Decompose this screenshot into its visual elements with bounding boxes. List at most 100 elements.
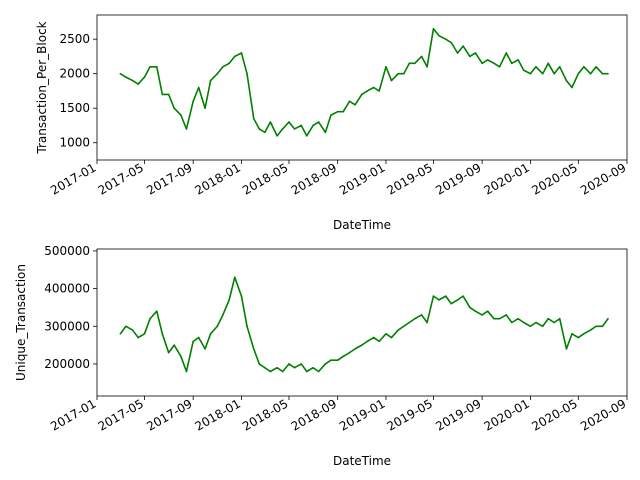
data-point (209, 79, 212, 82)
data-point (192, 340, 194, 343)
data-point (269, 370, 272, 373)
data-point (185, 370, 188, 373)
data-point (474, 52, 477, 54)
data-point (204, 107, 206, 110)
x-tick-label: 2019-01 (337, 396, 387, 433)
data-point (432, 28, 435, 30)
data-point (276, 135, 278, 137)
data-point (336, 110, 339, 113)
data-point (414, 317, 416, 320)
data-point (305, 135, 308, 137)
data-point (420, 55, 423, 58)
data-point (180, 114, 182, 116)
data-point (589, 72, 592, 75)
data-point (348, 100, 351, 103)
data-point (137, 83, 139, 85)
data-point (354, 348, 356, 350)
data-point (149, 65, 151, 68)
y-tick-label: 1000 (59, 136, 90, 150)
data-point (312, 366, 314, 369)
data-point (444, 295, 447, 297)
y-tick-label: 300000 (44, 319, 90, 333)
data-point (336, 359, 339, 361)
x-axis-label: DateTime (333, 454, 391, 468)
data-point (366, 340, 369, 343)
data-point (589, 329, 592, 331)
data-point (390, 336, 393, 339)
data-point (469, 306, 471, 309)
data-point (173, 107, 175, 110)
data-point (486, 310, 489, 312)
data-point (300, 124, 303, 127)
data-point (493, 317, 495, 320)
data-point (583, 333, 585, 335)
chart-panel-unique-transaction: 2000003000004000005000002017-012017-0520… (14, 244, 629, 468)
x-tick-label: 2020-05 (529, 160, 579, 197)
data-point (558, 317, 561, 320)
data-point (481, 314, 483, 316)
data-point (258, 128, 261, 130)
y-tick-label: 2000 (59, 67, 90, 81)
data-point (529, 72, 532, 75)
data-point (571, 333, 573, 335)
data-point (505, 314, 508, 316)
data-point (143, 333, 146, 335)
data-point (125, 325, 127, 328)
x-tick-label: 2017-09 (144, 160, 194, 197)
x-tick-label: 2018-01 (193, 396, 243, 433)
data-point (372, 86, 375, 89)
data-point (595, 65, 597, 68)
data-point (324, 363, 327, 365)
axes-frame (96, 14, 628, 161)
data-point (361, 93, 363, 96)
data-point (131, 79, 134, 82)
y-axis-label: Unique_Transaction (14, 264, 28, 381)
data-point (300, 363, 303, 365)
x-tick-label: 2018-09 (289, 396, 339, 433)
data-point (293, 128, 296, 130)
data-point (553, 321, 555, 324)
data-point (137, 336, 139, 339)
data-point (408, 321, 411, 324)
data-point (258, 363, 261, 365)
data-point (498, 65, 501, 68)
x-tick-label: 2020-09 (578, 160, 628, 197)
y-tick-label: 2500 (59, 32, 90, 46)
x-tick-label: 2018-01 (193, 160, 243, 197)
x-tick-label: 2018-05 (240, 160, 290, 197)
y-tick-label: 500000 (44, 244, 90, 258)
data-point (222, 65, 224, 68)
x-tick-label: 2020-01 (481, 396, 531, 433)
data-point (354, 103, 356, 106)
data-point (385, 65, 387, 68)
data-point (420, 314, 423, 316)
data-point (426, 321, 428, 324)
data-point (216, 325, 219, 328)
data-point (228, 62, 230, 65)
data-point (173, 344, 175, 346)
x-tick-label: 2017-05 (96, 396, 146, 433)
x-tick-label: 2020-01 (481, 160, 531, 197)
axes-frame (96, 248, 628, 397)
data-point (558, 65, 561, 68)
data-point (228, 299, 230, 301)
data-point (330, 114, 332, 116)
data-point (317, 370, 320, 373)
data-point (390, 79, 393, 82)
data-point (462, 45, 464, 47)
data-point (185, 128, 188, 130)
data-point (324, 131, 327, 134)
data-point (233, 276, 236, 279)
data-point (378, 340, 381, 343)
x-axis-label: DateTime (333, 218, 391, 232)
data-point (180, 355, 182, 358)
data-point (246, 72, 248, 75)
data-point (240, 52, 243, 54)
data-point (342, 355, 345, 358)
data-point (450, 302, 453, 305)
series-line (119, 28, 608, 137)
data-point (601, 72, 604, 75)
x-tick-label: 2017-05 (96, 160, 146, 197)
data-point (269, 121, 272, 123)
data-point (366, 90, 369, 92)
